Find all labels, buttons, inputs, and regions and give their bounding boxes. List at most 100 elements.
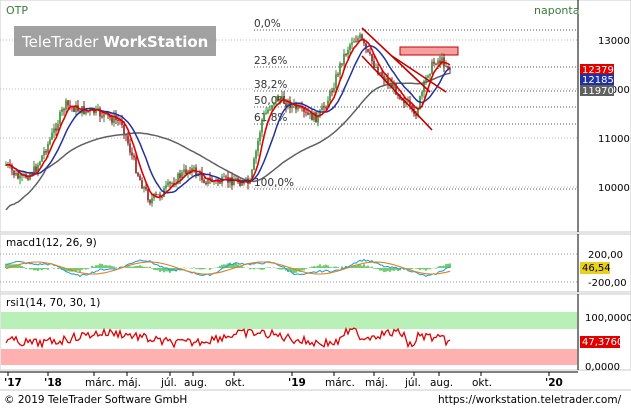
macd-hist-bar — [139, 265, 141, 268]
candle-body — [181, 172, 183, 178]
macd-label: macd1(12, 26, 9) — [6, 237, 97, 249]
macd-hist-bar — [191, 268, 193, 269]
macd-hist-bar — [39, 268, 41, 269]
macd-hist-bar — [115, 267, 117, 268]
candle-body — [269, 109, 271, 110]
candle-body — [359, 34, 361, 38]
macd-hist-bar — [137, 266, 139, 268]
candle-body — [305, 112, 307, 113]
macd-hist-bar — [29, 268, 31, 269]
macd-hist-bar — [309, 267, 311, 268]
macd-hist-bar — [327, 265, 329, 268]
candle-body — [193, 167, 195, 168]
candle-body — [339, 63, 341, 74]
candle-body — [59, 112, 61, 124]
candle-body — [373, 61, 375, 67]
resistance-zone — [400, 47, 458, 55]
candle-body — [13, 171, 15, 176]
candle-body — [329, 91, 331, 100]
macd-hist-bar — [133, 266, 135, 268]
candle-body — [277, 96, 279, 101]
macd-hist-bar — [249, 268, 251, 269]
candle-body — [331, 91, 333, 92]
candle-body — [315, 112, 317, 122]
macd-hist-bar — [221, 265, 223, 268]
macd-hist-bar — [149, 267, 151, 268]
macd-hist-bar — [255, 268, 257, 269]
macd-hist-bar — [81, 268, 83, 270]
candle-body — [291, 105, 293, 108]
macd-hist-bar — [361, 266, 363, 268]
x-tick-label: máj. — [365, 377, 388, 389]
macd-hist-bar — [273, 267, 275, 268]
candle-body — [155, 194, 157, 195]
candle-body — [257, 141, 259, 151]
price-tick: 11000 — [598, 134, 630, 145]
macd-hist-bar — [199, 268, 201, 269]
svg-text:TeleTrader WorkStation: TeleTrader WorkStation — [21, 33, 208, 51]
macd-hist-bar — [217, 267, 219, 268]
candle-body — [137, 173, 139, 176]
candle-body — [337, 74, 339, 75]
macd-hist-bar — [391, 268, 393, 271]
candle-body — [179, 173, 181, 178]
watermark: TeleTrader WorkStation — [14, 26, 216, 56]
macd-hist-bar — [383, 268, 385, 272]
candle-body — [343, 54, 345, 64]
macd-hist-bar — [243, 267, 245, 268]
macd-hist-bar — [337, 267, 339, 268]
macd-hist-bar — [87, 268, 89, 269]
macd-hist-bar — [135, 266, 137, 268]
candle-body — [437, 61, 439, 65]
macd-hist-bar — [85, 268, 87, 270]
macd-hist-bar — [325, 265, 327, 268]
x-tick-label: márc. — [85, 377, 115, 389]
candle-body — [219, 182, 221, 183]
macd-hist-bar — [357, 265, 359, 268]
macd-hist-bar — [311, 267, 313, 268]
price-tick: 10000 — [598, 183, 630, 194]
x-tick-label: okt. — [472, 377, 492, 389]
candle-body — [431, 62, 433, 74]
macd-hist-bar — [411, 268, 413, 269]
candle-body — [273, 102, 275, 105]
macd-hist-bar — [439, 266, 441, 268]
macd-hist-bar — [23, 267, 25, 268]
candle-body — [165, 185, 167, 188]
candle-body — [123, 125, 125, 134]
x-tick-label: júl. — [160, 377, 177, 389]
macd-hist-bar — [93, 267, 95, 268]
candle-body — [61, 109, 63, 112]
candle-body — [369, 52, 371, 54]
fib-label: 0,0% — [254, 18, 281, 30]
copyright-text: © 2019 TeleTrader Software GmbH — [4, 394, 187, 406]
macd-hist-bar — [379, 268, 381, 271]
macd-hist-bar — [57, 268, 59, 269]
macd-hist-bar — [109, 265, 111, 268]
x-tick-label: '19 — [288, 377, 306, 389]
macd-hist-bar — [47, 268, 49, 270]
candle-body — [49, 140, 51, 144]
macd-hist-bar — [25, 268, 27, 269]
x-tick-label: aug. — [184, 377, 207, 389]
candle-body — [45, 151, 47, 152]
candle-body — [355, 41, 357, 42]
macd-hist-bar — [259, 268, 261, 269]
candle-body — [351, 43, 353, 45]
macd-hist-bar — [203, 268, 205, 269]
candle-body — [429, 74, 431, 76]
fib-label: 23,6% — [254, 55, 287, 67]
candle-body — [35, 166, 37, 171]
macd-hist-bar — [83, 268, 85, 269]
macd-hist-bar — [131, 267, 133, 268]
candle-body — [39, 162, 41, 166]
macd-hist-bar — [111, 266, 113, 268]
candle-body — [41, 156, 43, 162]
macd-hist-bar — [445, 264, 447, 268]
macd-hist-bar — [113, 267, 115, 268]
macd-hist-bar — [211, 268, 213, 269]
macd-hist-bar — [129, 266, 131, 268]
candle-body — [171, 183, 173, 184]
x-tick-label: '18 — [44, 377, 62, 389]
candle-body — [375, 67, 377, 68]
